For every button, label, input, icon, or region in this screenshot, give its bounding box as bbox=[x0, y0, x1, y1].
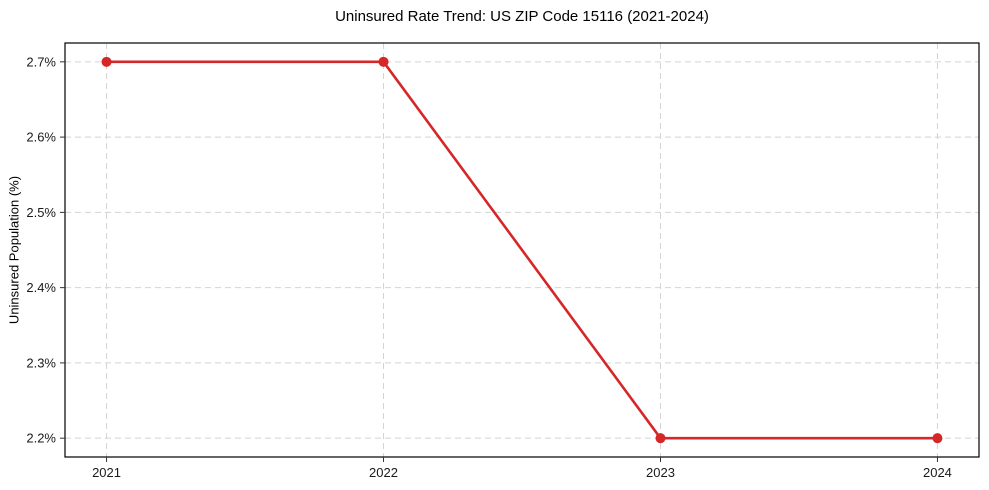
y-tick-label: 2.7% bbox=[26, 54, 56, 69]
axes-spines bbox=[64, 42, 980, 458]
y-tick-label: 2.4% bbox=[26, 280, 56, 295]
y-tick-label: 2.2% bbox=[26, 431, 56, 446]
y-tick-label: 2.5% bbox=[26, 205, 56, 220]
y-tick-label: 2.3% bbox=[26, 355, 56, 370]
data-point-marker bbox=[932, 433, 943, 444]
data-point-marker bbox=[378, 56, 389, 67]
x-tick-label: 2022 bbox=[369, 465, 398, 480]
x-tick-label: 2024 bbox=[923, 465, 952, 480]
data-point-marker bbox=[655, 433, 666, 444]
x-tick-label: 2023 bbox=[646, 465, 675, 480]
x-tick-label: 2021 bbox=[92, 465, 121, 480]
y-tick-label: 2.6% bbox=[26, 130, 56, 145]
tick-marks bbox=[60, 61, 938, 462]
tick-labels: 2.2% 2.3% 2.4% 2.5% 2.6% 2.7% 2021 2022 2023 2024 bbox=[26, 54, 952, 480]
data-line bbox=[105, 60, 939, 440]
data-point-marker bbox=[101, 56, 112, 67]
chart-title: Uninsured Rate Trend: US ZIP Code 15116 … bbox=[335, 8, 709, 25]
